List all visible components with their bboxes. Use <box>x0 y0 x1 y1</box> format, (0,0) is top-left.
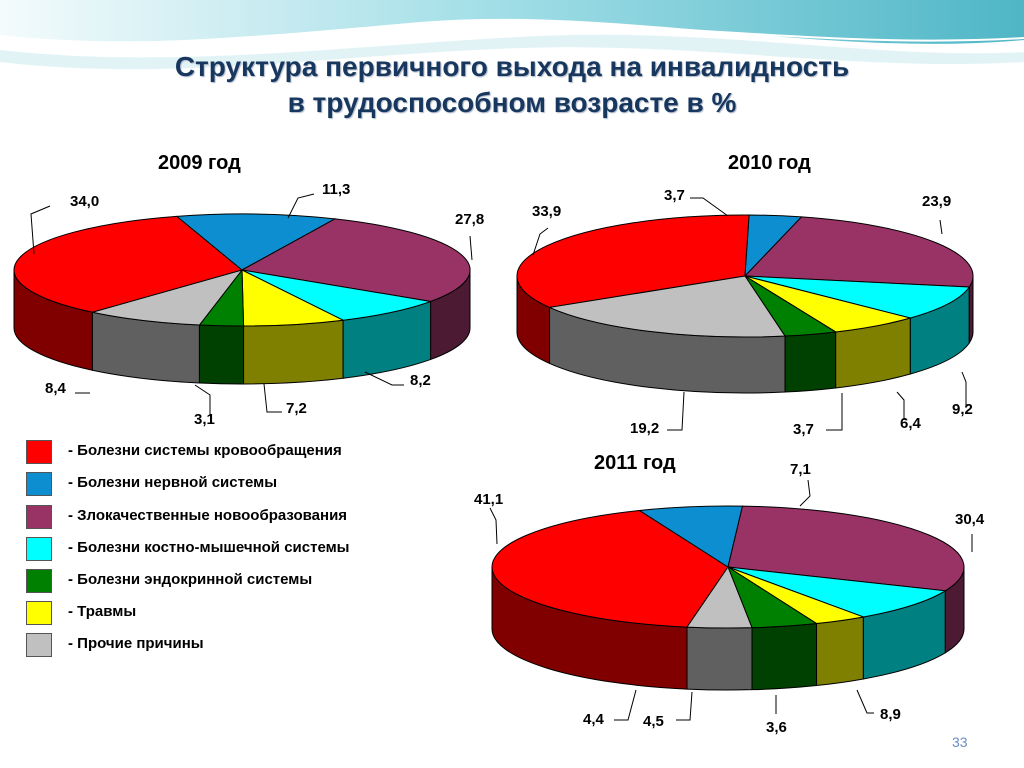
legend-label: - Болезни нервной системы <box>68 474 278 491</box>
leader-line <box>939 219 943 235</box>
slice-side-injuries <box>816 616 864 687</box>
data-label-musculoskeletal: 9,2 <box>952 401 973 418</box>
leader-line <box>896 391 905 420</box>
slice-neoplasms <box>727 505 965 592</box>
data-label-other: 4,4 <box>583 711 605 728</box>
leader-line <box>799 479 811 507</box>
data-label-other: 19,2 <box>630 420 659 437</box>
leader-line <box>263 383 282 413</box>
legend-swatch <box>26 569 52 593</box>
leader-line <box>489 507 498 545</box>
data-label-nervous: 11,3 <box>322 181 350 198</box>
data-label-nervous: 3,7 <box>664 187 685 204</box>
data-label-circulatory: 34,0 <box>70 193 99 210</box>
slice-other <box>92 269 244 326</box>
slice-side-injuries <box>243 319 344 385</box>
legend-label: - Болезни костно-мышечной системы <box>68 539 350 556</box>
leader-line <box>690 197 729 217</box>
slice-side-endocrine <box>751 622 818 691</box>
data-label-circulatory: 33,9 <box>532 203 561 220</box>
data-label-musculoskeletal: 8,9 <box>880 706 901 723</box>
slice-musculoskeletal <box>241 269 433 321</box>
slice-side-other <box>686 626 753 691</box>
leader-line <box>364 371 404 386</box>
chart-title-2009: 2009 год <box>158 152 241 174</box>
legend-label: - Травмы <box>68 603 137 620</box>
data-label-neoplasms: 27,8 <box>455 211 484 228</box>
data-label-injuries: 6,4 <box>900 415 922 432</box>
data-label-neoplasms: 23,9 <box>922 193 951 210</box>
slice-other <box>686 565 753 629</box>
legend-swatch <box>26 537 52 561</box>
slice-injuries <box>241 269 345 327</box>
data-label-injuries: 3,6 <box>766 719 787 736</box>
data-label-injuries: 7,2 <box>286 400 307 417</box>
slice-side-endocrine <box>784 331 837 393</box>
data-label-nervous: 7,1 <box>790 461 811 478</box>
leader-line <box>287 193 315 219</box>
data-label-endocrine: 3,7 <box>793 421 814 438</box>
leader-line <box>532 227 549 256</box>
slice-musculoskeletal <box>744 275 971 319</box>
slice-neoplasms <box>743 216 974 288</box>
slice-musculoskeletal <box>727 566 947 618</box>
chart-title-2011: 2011 год <box>594 452 676 474</box>
data-label-musculoskeletal: 8,2 <box>410 372 431 389</box>
legend-label: - Болезни эндокринной системы <box>68 571 313 588</box>
leader-line <box>469 235 473 261</box>
legend-swatch <box>26 633 52 657</box>
data-label-circulatory: 41,1 <box>474 491 503 508</box>
leader-line <box>30 205 51 255</box>
slide-title-line-1: Структура первичного выхода на инвалидно… <box>174 51 850 82</box>
leader-line <box>667 391 685 431</box>
legend-swatch <box>26 601 52 625</box>
slide-title-line-2: в трудоспособном возрасте в % <box>287 87 737 118</box>
pie-chart-2009-год: 34,0 11,3 27,8 8,2 7,2 3,1 8,4 <box>13 181 484 428</box>
leader-line <box>826 393 843 431</box>
slice-nervous <box>637 505 744 568</box>
data-label-other: 8,4 <box>45 380 67 397</box>
slice-neoplasms <box>240 218 471 302</box>
legend-swatch <box>26 440 52 464</box>
legend-swatch <box>26 472 52 496</box>
slice-circulatory <box>491 509 729 628</box>
data-label-endocrine: 4,5 <box>643 713 664 730</box>
pie-chart-2010-год: 33,9 3,7 23,9 9,2 6,4 3,7 19,2 <box>516 187 974 438</box>
leader-line <box>676 691 693 721</box>
slice-circulatory <box>13 215 244 313</box>
leader-line <box>614 689 637 721</box>
legend-swatch <box>26 505 52 529</box>
legend-label: - Злокачественные новообразования <box>68 507 348 524</box>
leader-line <box>194 384 211 416</box>
chart-title-2010: 2010 год <box>728 152 811 174</box>
legend-label: - Прочие причины <box>68 635 204 652</box>
data-label-endocrine: 3,1 <box>194 411 215 428</box>
slice-nervous <box>175 213 337 271</box>
pie-chart-2011-год: 41,1 7,1 30,4 8,9 3,6 4,5 4,4 <box>474 461 985 736</box>
slice-side-endocrine <box>198 324 245 385</box>
legend-label: - Болезни системы кровообращения <box>68 442 342 459</box>
page-number: 33 <box>952 734 968 750</box>
leader-line <box>961 371 967 408</box>
leader-line <box>856 689 874 714</box>
slice-other <box>547 275 786 338</box>
data-label-neoplasms: 30,4 <box>955 511 985 528</box>
